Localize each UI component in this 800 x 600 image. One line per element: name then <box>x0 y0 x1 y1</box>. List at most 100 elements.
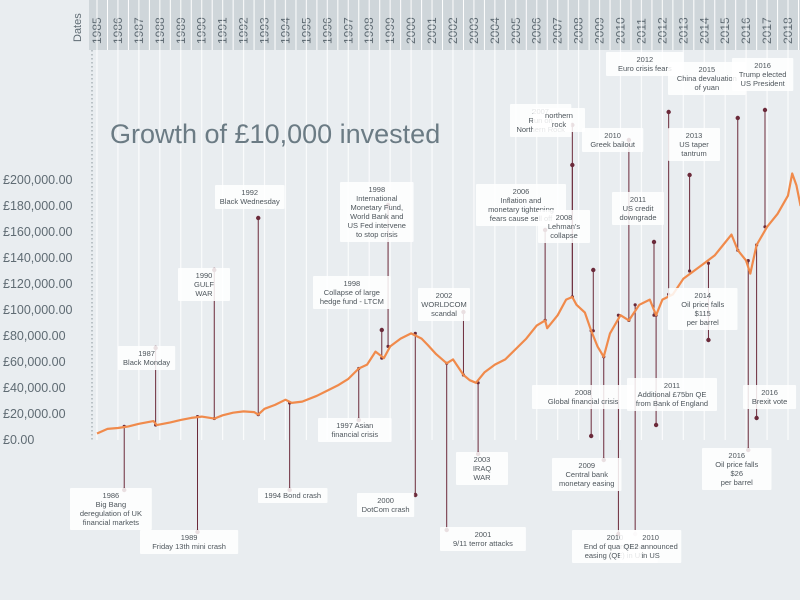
annotation-text: northern <box>545 111 573 120</box>
annotation-text: 1997 Asian <box>336 421 373 430</box>
leader-dot <box>735 115 740 121</box>
annotation-box <box>456 452 508 485</box>
leader-dot <box>653 422 659 428</box>
annotation-text: monetary tightening <box>488 205 554 214</box>
annotation-text: Additional £75bn QE <box>638 390 707 399</box>
annotation-text: 2003 <box>474 455 491 464</box>
annotation-text: 2015 <box>699 65 716 74</box>
annotation-box <box>313 276 391 309</box>
annotation-box <box>668 62 746 95</box>
annotation-text: Brexit vote <box>752 397 787 406</box>
annotation-text: Black Monday <box>123 358 170 367</box>
annotation-box <box>118 346 176 370</box>
series-line <box>96 172 800 435</box>
leader-dot <box>754 415 759 421</box>
annotation-text: scandal <box>431 309 457 318</box>
annotation-text: from Bank of England <box>636 399 708 408</box>
annotation-box <box>620 530 682 563</box>
annotation-text: rock <box>552 120 566 129</box>
annotation-text: End of quantitative <box>584 542 646 551</box>
leader-dot <box>666 109 671 115</box>
annotation-box <box>612 192 664 225</box>
annotation-text: World Bank and <box>350 212 403 221</box>
annotation-text: 2010 <box>642 533 659 542</box>
annotation-box <box>418 288 470 321</box>
year-band-bg <box>89 0 800 50</box>
leader-dot <box>379 327 384 333</box>
annotation-text: of yuan <box>695 83 720 92</box>
annotation-box <box>606 52 684 76</box>
annotation-text: US President <box>741 79 786 88</box>
y-tick-label: £40,000.00 <box>3 381 66 395</box>
annotation-text: 1986 <box>103 491 120 500</box>
annotation-text: 2001 <box>475 530 492 539</box>
annotation-box <box>340 182 414 242</box>
annotation-text: 2012 <box>637 55 654 64</box>
annotation-text: GULF <box>194 280 214 289</box>
annotation-text: Friday 13th mini crash <box>152 542 226 551</box>
annotation-box <box>743 385 797 409</box>
leader-end-dot <box>706 261 711 265</box>
annotation-text: 2011 <box>664 381 680 390</box>
annotation-box <box>538 210 590 243</box>
annotation-text: US Fed intervene <box>348 221 406 230</box>
annotation-text: Inflation and <box>501 196 542 205</box>
y-tick-label: £200,000.00 <box>3 173 73 187</box>
annotation-text: US taper <box>679 140 709 149</box>
annotation-box <box>215 185 285 209</box>
annotation-text: 2016 <box>754 61 771 70</box>
annotation-text: 2009 <box>578 461 595 470</box>
y-tick-label: £160,000.00 <box>3 225 73 239</box>
annotation-text: Oil price falls <box>715 460 758 469</box>
annotation-text: Monetary Fund, <box>351 203 404 212</box>
annotation-box <box>440 527 526 551</box>
y-tick-label: £180,000.00 <box>3 199 73 213</box>
annotation-text: 1989 <box>181 533 198 542</box>
annotation-box <box>357 493 415 517</box>
annotation-text: 2006 <box>513 187 530 196</box>
line-plot <box>96 172 800 435</box>
annotation-text: 2002 <box>436 291 453 300</box>
annotation-text: 1987 <box>138 349 155 358</box>
annotation-text: 1998 <box>344 279 361 288</box>
annotation-box <box>668 128 720 161</box>
leader-dot <box>651 239 657 245</box>
annotation-text: International <box>356 194 398 203</box>
leader-dot <box>687 172 692 178</box>
annotation-text: financial crisis <box>331 430 378 439</box>
annotation-text: 2000 <box>377 496 394 505</box>
annotation-box <box>318 418 392 442</box>
y-tick-label: £60,000.00 <box>3 355 66 369</box>
year-band: 1985 1986 1987 1988 1989 1990 1991 1992 1993 1994… <box>89 0 800 50</box>
annotation-box <box>552 458 622 491</box>
annotation-text: 2008 <box>556 213 573 222</box>
annotation-box <box>140 530 239 554</box>
annotation-text: per barrel <box>687 318 719 327</box>
annotation-card: 1994 Bond crash <box>258 488 328 503</box>
annotation-text: 2013 <box>686 131 703 140</box>
annotation-text: in US <box>641 551 659 560</box>
annotation-text: QE2 announced <box>624 542 678 551</box>
annotation-text: collapse <box>550 231 578 240</box>
annotation-text: 2011 <box>630 195 646 204</box>
annotation-text: Greek bailout <box>590 140 636 149</box>
annotation-text: Collapse of large <box>324 288 380 297</box>
leader-end-dot <box>688 269 692 273</box>
